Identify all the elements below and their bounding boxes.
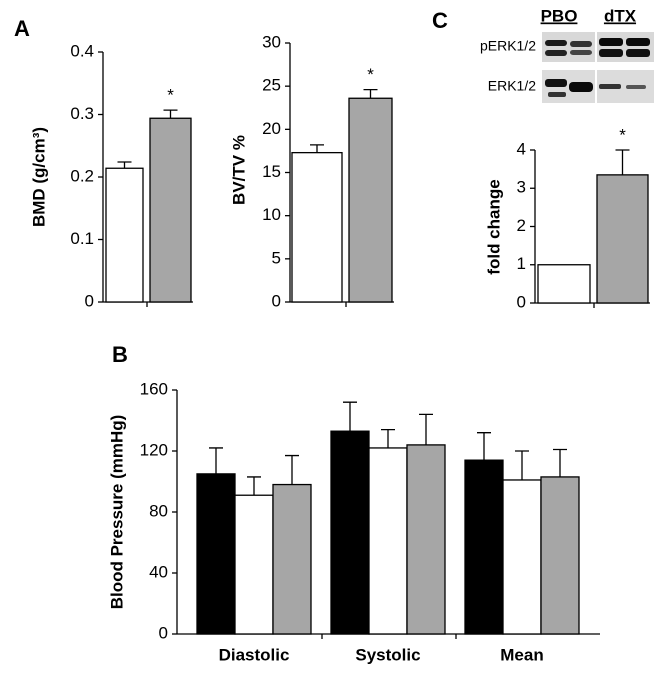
y-tick-label: 160 — [140, 379, 168, 398]
y-tick-label: 15 — [262, 162, 281, 181]
y-tick-label: 0 — [159, 623, 168, 642]
panel-label: C — [432, 8, 448, 33]
blot-band — [599, 38, 623, 46]
blot-band — [626, 49, 650, 57]
blot-band — [626, 85, 646, 89]
bar — [330, 430, 370, 635]
error-bar — [363, 88, 378, 99]
blot-band — [569, 82, 593, 92]
blot-band — [545, 50, 567, 56]
y-tick-label: 0 — [517, 292, 526, 311]
bar — [234, 494, 274, 635]
significance-marker: * — [167, 86, 174, 105]
bar — [272, 483, 312, 635]
y-axis-label: Blood Pressure (mmHg) — [107, 415, 126, 610]
bar — [348, 97, 393, 303]
blot-column-label: dTX — [604, 6, 637, 25]
y-tick-label: 4 — [517, 139, 526, 158]
error-bar — [117, 161, 132, 169]
error-bar — [285, 454, 299, 485]
blot-row-label: pERK1/2 — [480, 38, 536, 54]
significance-marker: * — [619, 125, 626, 144]
significance-marker: * — [367, 65, 374, 84]
y-tick-label: 80 — [149, 501, 168, 520]
bar — [368, 447, 408, 635]
blot-band — [570, 41, 592, 47]
error-bar — [419, 413, 433, 445]
y-tick-label: 0.3 — [70, 104, 94, 123]
blot-band — [548, 92, 566, 97]
bar — [502, 479, 542, 635]
bar — [149, 117, 192, 303]
blot-row-label: ERK1/2 — [488, 78, 536, 94]
blot-strip — [542, 32, 654, 62]
panel-label: B — [112, 342, 128, 367]
bar — [291, 151, 343, 303]
y-tick-label: 0 — [85, 291, 94, 310]
y-tick-label: 0.1 — [70, 229, 94, 248]
y-tick-label: 30 — [262, 32, 281, 51]
y-tick-label: 0.2 — [70, 166, 94, 185]
blot-band — [599, 49, 623, 57]
error-bar — [381, 429, 395, 448]
y-tick-label: 10 — [262, 205, 281, 224]
bar — [196, 473, 236, 635]
blot-band — [545, 40, 567, 46]
y-tick-label: 120 — [140, 440, 168, 459]
error-bar — [553, 448, 567, 477]
bar — [537, 264, 591, 304]
y-tick-label: 5 — [272, 248, 281, 267]
error-bar — [163, 109, 178, 119]
x-tick-label: Systolic — [355, 645, 420, 664]
bar — [596, 174, 649, 304]
blot-column-label: PBO — [541, 6, 578, 25]
y-tick-label: 3 — [517, 178, 526, 197]
y-tick-label: 40 — [149, 562, 168, 581]
blot-band — [599, 84, 621, 89]
bar — [406, 444, 446, 635]
error-bar — [343, 401, 357, 432]
blot-band — [626, 38, 650, 46]
error-bar — [247, 476, 261, 496]
panel-label: A — [14, 16, 30, 41]
y-tick-label: 1 — [517, 254, 526, 273]
blot-band — [545, 79, 567, 87]
error-bar — [310, 144, 324, 153]
bar — [464, 459, 504, 635]
error-bar — [515, 450, 529, 480]
y-axis-label: BMD (g/cm³) — [29, 127, 48, 227]
y-tick-label: 20 — [262, 119, 281, 138]
x-tick-label: Mean — [500, 645, 543, 664]
y-tick-label: 2 — [517, 216, 526, 235]
y-tick-label: 0 — [272, 291, 281, 310]
y-axis-label: fold change — [484, 179, 503, 274]
western-blot — [542, 32, 654, 103]
y-axis-label: BV/TV % — [229, 135, 248, 205]
error-bar — [615, 149, 630, 175]
bar — [105, 167, 144, 303]
y-tick-label: 0.4 — [70, 41, 94, 60]
y-tick-label: 25 — [262, 76, 281, 95]
x-tick-label: Diastolic — [219, 645, 290, 664]
bar — [540, 476, 580, 635]
error-bar — [477, 432, 491, 461]
error-bar — [209, 447, 223, 474]
blot-band — [570, 50, 592, 55]
